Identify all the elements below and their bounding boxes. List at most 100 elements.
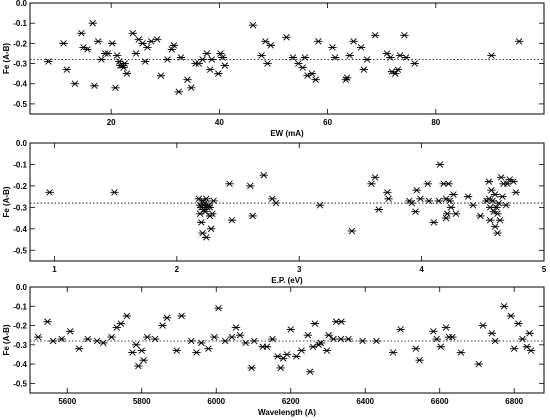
data-point-ew bbox=[174, 88, 183, 96]
data-point-wavelength bbox=[241, 339, 250, 347]
data-point-ep bbox=[444, 180, 453, 188]
data-point-wavelength bbox=[510, 345, 519, 352]
data-point-wavelength bbox=[143, 333, 152, 341]
xlabel-ew: EW (mA) bbox=[270, 129, 304, 138]
data-point-wavelength bbox=[107, 333, 116, 341]
data-point-ew bbox=[138, 40, 147, 47]
data-point-wavelength bbox=[429, 328, 438, 335]
data-point-wavelength bbox=[514, 320, 523, 327]
data-point-wavelength bbox=[204, 345, 213, 352]
data-point-ew bbox=[134, 36, 143, 43]
data-point-ew bbox=[143, 44, 152, 51]
data-point-wavelength bbox=[92, 337, 102, 345]
xtick-label-wavelength: 6000 bbox=[207, 397, 225, 406]
data-point-ew bbox=[207, 56, 216, 63]
data-point-ep bbox=[511, 189, 521, 196]
data-point-ep bbox=[198, 229, 207, 237]
data-point-ew bbox=[131, 50, 141, 57]
plot-area-ep: 0.0 -0.1 -0.2 -0.3 -0.4 -0.5 1 2 3 4 5 bbox=[13, 139, 547, 274]
xtick-label-wavelength: 6200 bbox=[282, 397, 300, 406]
data-point-ep bbox=[487, 186, 496, 194]
data-point-ep bbox=[493, 210, 502, 218]
data-point-ep bbox=[446, 204, 456, 211]
data-point-ew bbox=[391, 70, 400, 77]
data-point-ep bbox=[468, 201, 478, 209]
data-point-ep bbox=[476, 212, 485, 220]
data-point-ew bbox=[202, 50, 212, 57]
data-point-ew bbox=[393, 66, 403, 73]
data-point-ew bbox=[216, 50, 225, 57]
data-point-ew bbox=[128, 30, 137, 37]
data-point-ep bbox=[259, 171, 268, 179]
xtick-label-ep: 4 bbox=[419, 265, 424, 274]
data-point-ep bbox=[449, 191, 458, 198]
data-point-wavelength bbox=[137, 347, 146, 354]
panel-wavelength: 0.0 -0.1 -0.2 -0.3 -0.4 -0.5 5600 5800 6000 6200 6… bbox=[2, 283, 545, 417]
xtick-label-wavelength: 6400 bbox=[356, 397, 374, 406]
data-point-ep bbox=[495, 216, 505, 224]
xtick-label-wavelength: 5600 bbox=[58, 397, 76, 406]
data-point-ep bbox=[451, 210, 461, 218]
ylabel-wavelength: Fe (A-B) bbox=[2, 324, 11, 355]
data-point-ew bbox=[90, 82, 99, 90]
data-point-wavelength bbox=[187, 337, 196, 345]
data-point-wavelength bbox=[192, 349, 201, 356]
data-point-ew bbox=[176, 54, 186, 61]
data-point-wavelength bbox=[336, 335, 346, 343]
data-point-ew bbox=[214, 70, 223, 77]
data-point-wavelength bbox=[128, 349, 137, 356]
data-point-wavelength bbox=[122, 312, 132, 320]
data-point-ew bbox=[342, 74, 352, 81]
data-point-wavelength bbox=[262, 343, 272, 351]
data-point-wavelength bbox=[231, 324, 241, 331]
data-point-ew bbox=[370, 32, 380, 39]
data-point-ew bbox=[257, 52, 266, 59]
data-point-ep bbox=[423, 180, 432, 188]
data-point-ew bbox=[218, 54, 227, 61]
ytick-label-ep: -0.1 bbox=[13, 160, 27, 169]
data-point-ew bbox=[382, 50, 392, 57]
data-point-wavelength bbox=[158, 322, 167, 329]
ytick-label-ew: -0.5 bbox=[13, 100, 27, 109]
data-point-wavelength bbox=[292, 353, 301, 360]
data-point-wavelength bbox=[322, 347, 332, 354]
data-point-ew bbox=[88, 19, 97, 27]
data-point-ep bbox=[209, 197, 218, 205]
data-point-wavelength bbox=[506, 312, 516, 320]
data-point-ep bbox=[424, 197, 434, 205]
data-point-ew bbox=[282, 34, 291, 41]
data-point-wavelength bbox=[396, 326, 405, 333]
ytick-label-ep: -0.2 bbox=[13, 182, 27, 191]
data-point-ep bbox=[374, 206, 383, 213]
data-point-ep bbox=[206, 225, 216, 233]
data-point-wavelength bbox=[522, 343, 532, 351]
data-point-ep bbox=[496, 174, 506, 181]
data-point-ep bbox=[463, 193, 473, 200]
data-point-ew bbox=[386, 54, 395, 61]
data-point-ep bbox=[441, 214, 451, 222]
xtick-label-wavelength: 6800 bbox=[505, 397, 523, 406]
xtick-label-ew: 40 bbox=[215, 118, 224, 127]
ytick-label-ep: -0.3 bbox=[13, 203, 27, 212]
data-point-ep bbox=[429, 219, 439, 226]
data-point-ep bbox=[367, 180, 376, 188]
data-point-wavelength bbox=[474, 360, 484, 368]
data-point-ew bbox=[205, 66, 215, 73]
data-point-ep bbox=[268, 195, 277, 203]
data-point-ep bbox=[246, 182, 255, 190]
data-point-wavelength bbox=[268, 335, 277, 343]
ytick-label-ep: -0.5 bbox=[13, 246, 27, 255]
data-point-ew bbox=[111, 84, 120, 92]
data-point-ew bbox=[288, 54, 298, 61]
data-point-wavelength bbox=[526, 347, 536, 354]
data-point-ew bbox=[97, 56, 106, 63]
xtick-label-wavelength: 6600 bbox=[431, 397, 449, 406]
data-point-wavelength bbox=[344, 335, 353, 343]
data-point-wavelength bbox=[214, 304, 223, 312]
data-point-wavelength bbox=[316, 339, 326, 347]
data-point-ep bbox=[501, 201, 511, 209]
data-point-ew bbox=[314, 38, 323, 45]
data-point-wavelength bbox=[478, 322, 488, 329]
data-point-wavelength bbox=[286, 326, 295, 333]
data-point-ep bbox=[271, 199, 281, 207]
